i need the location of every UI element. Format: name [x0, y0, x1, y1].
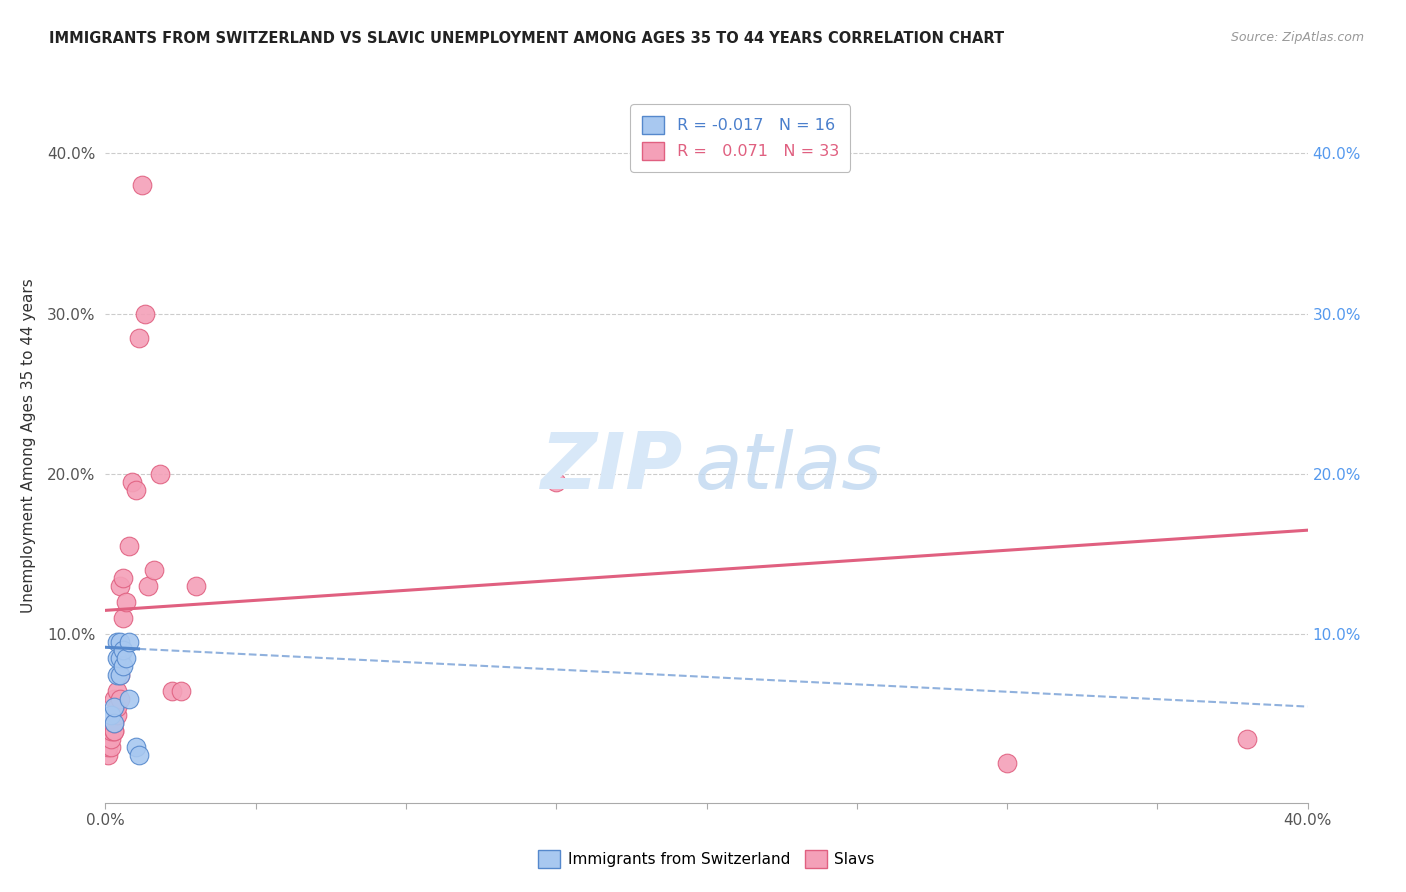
Point: [148, 467, 170, 481]
Point: [169, 683, 191, 698]
Point: [103, 723, 125, 738]
Point: [112, 611, 135, 625]
Point: [134, 307, 156, 321]
Point: [115, 651, 138, 665]
Point: [121, 475, 143, 489]
Point: [112, 571, 135, 585]
Point: [110, 635, 132, 649]
Point: [131, 178, 153, 193]
Point: [107, 683, 129, 698]
Point: [100, 723, 122, 738]
Point: [103, 699, 125, 714]
Point: [103, 715, 125, 730]
Point: [110, 651, 132, 665]
Text: IMMIGRANTS FROM SWITZERLAND VS SLAVIC UNEMPLOYMENT AMONG AGES 35 TO 44 YEARS COR: IMMIGRANTS FROM SWITZERLAND VS SLAVIC UN…: [49, 31, 1004, 46]
Point: [100, 731, 122, 746]
Point: [546, 475, 568, 489]
Point: [112, 659, 135, 673]
Text: atlas: atlas: [695, 429, 883, 506]
Point: [1236, 731, 1258, 746]
Point: [97, 747, 120, 762]
Point: [160, 683, 183, 698]
Point: [124, 483, 146, 497]
Text: ZIP: ZIP: [540, 429, 682, 506]
Point: [118, 539, 141, 553]
Point: [128, 747, 150, 762]
Y-axis label: Unemployment Among Ages 35 to 44 years: Unemployment Among Ages 35 to 44 years: [21, 278, 37, 614]
Point: [97, 739, 120, 754]
Point: [128, 331, 150, 345]
Point: [100, 707, 122, 722]
Point: [110, 579, 132, 593]
Point: [110, 667, 132, 681]
Point: [118, 635, 141, 649]
Text: Source: ZipAtlas.com: Source: ZipAtlas.com: [1230, 31, 1364, 45]
Point: [103, 723, 125, 738]
Point: [110, 667, 132, 681]
Point: [103, 715, 125, 730]
Point: [995, 756, 1018, 770]
Point: [115, 595, 138, 609]
Point: [110, 691, 132, 706]
Legend: Immigrants from Switzerland, Slavs: Immigrants from Switzerland, Slavs: [533, 844, 880, 873]
Point: [103, 691, 125, 706]
Point: [107, 667, 129, 681]
Point: [124, 739, 146, 754]
Point: [107, 635, 129, 649]
Point: [142, 563, 165, 577]
Point: [100, 739, 122, 754]
Point: [107, 707, 129, 722]
Point: [184, 579, 207, 593]
Point: [112, 643, 135, 657]
Point: [136, 579, 159, 593]
Point: [118, 691, 141, 706]
Point: [107, 699, 129, 714]
Point: [107, 651, 129, 665]
